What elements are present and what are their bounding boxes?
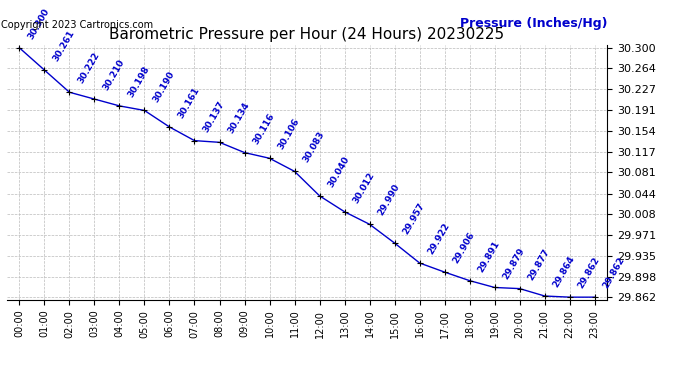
Text: 30.300: 30.300 <box>26 7 51 41</box>
Text: 30.134: 30.134 <box>226 101 252 135</box>
Text: 30.040: 30.040 <box>326 154 351 189</box>
Text: 30.137: 30.137 <box>201 99 226 134</box>
Text: 29.862: 29.862 <box>577 256 602 290</box>
Text: 29.891: 29.891 <box>477 239 502 274</box>
Text: 29.990: 29.990 <box>377 183 402 218</box>
Text: 30.106: 30.106 <box>277 117 302 152</box>
Text: 29.879: 29.879 <box>502 246 527 280</box>
Text: 29.877: 29.877 <box>526 247 552 282</box>
Text: 30.161: 30.161 <box>177 86 201 120</box>
Text: 30.210: 30.210 <box>101 58 126 92</box>
Text: 30.261: 30.261 <box>51 29 77 63</box>
Text: 29.862: 29.862 <box>602 256 627 290</box>
Text: 29.906: 29.906 <box>451 231 477 265</box>
Title: Barometric Pressure per Hour (24 Hours) 20230225: Barometric Pressure per Hour (24 Hours) … <box>110 27 504 42</box>
Text: Pressure (Inches/Hg): Pressure (Inches/Hg) <box>460 17 607 30</box>
Text: 30.190: 30.190 <box>151 69 177 104</box>
Text: 30.116: 30.116 <box>251 111 277 146</box>
Text: 29.922: 29.922 <box>426 221 452 256</box>
Text: 30.198: 30.198 <box>126 64 152 99</box>
Text: Copyright 2023 Cartronics.com: Copyright 2023 Cartronics.com <box>1 20 153 30</box>
Text: 29.864: 29.864 <box>551 254 577 289</box>
Text: 30.012: 30.012 <box>351 171 377 205</box>
Text: 30.222: 30.222 <box>77 51 101 85</box>
Text: 29.957: 29.957 <box>402 201 427 236</box>
Text: 30.083: 30.083 <box>302 130 326 164</box>
